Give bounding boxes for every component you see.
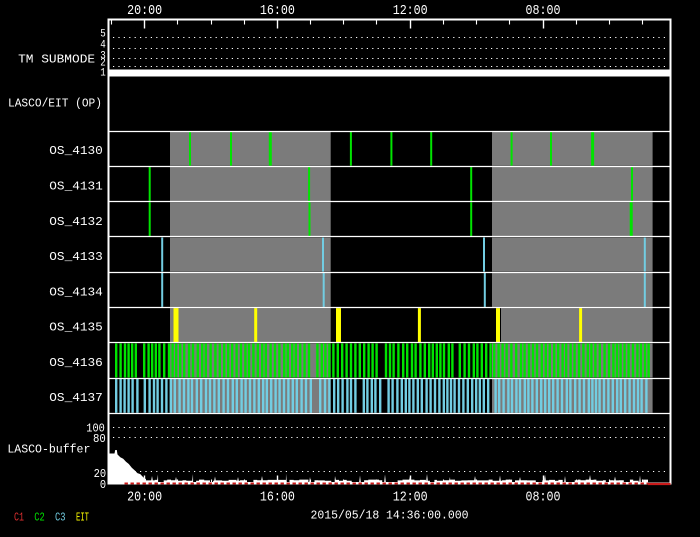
svg-text:20:00: 20:00 (127, 490, 162, 506)
svg-text:80: 80 (93, 433, 106, 446)
svg-text:3: 3 (100, 51, 106, 63)
svg-text:5: 5 (100, 28, 106, 40)
svg-text:OS_4135: OS_4135 (49, 321, 103, 335)
svg-text:OS_4137: OS_4137 (49, 391, 103, 405)
svg-text:2015/05/18 14:36:00.000: 2015/05/18 14:36:00.000 (311, 509, 469, 523)
svg-text:OS_4132: OS_4132 (49, 215, 103, 229)
svg-text:1: 1 (100, 68, 106, 80)
svg-text:OS_4134: OS_4134 (49, 285, 103, 299)
svg-text:100: 100 (86, 422, 105, 435)
svg-text:0: 0 (100, 479, 106, 492)
svg-text:C3: C3 (55, 511, 66, 525)
svg-text:OS_4131: OS_4131 (49, 179, 103, 193)
svg-text:08:00: 08:00 (526, 490, 561, 506)
svg-text:16:00: 16:00 (260, 490, 295, 506)
svg-text:20: 20 (94, 468, 107, 481)
svg-text:TM SUBMODE: TM SUBMODE (18, 52, 95, 66)
svg-text:2: 2 (100, 58, 106, 70)
svg-text:C2: C2 (34, 511, 45, 525)
svg-text:16:00: 16:00 (260, 3, 295, 19)
svg-text:OS_4133: OS_4133 (49, 250, 103, 264)
svg-text:08:00: 08:00 (526, 3, 561, 19)
svg-text:C1: C1 (14, 511, 24, 525)
svg-text:20:00: 20:00 (127, 3, 162, 19)
svg-text:LASCO/EIT (OP): LASCO/EIT (OP) (8, 97, 102, 111)
svg-text:OS_4136: OS_4136 (49, 356, 103, 370)
svg-text:12:00: 12:00 (393, 3, 428, 19)
svg-text:4: 4 (100, 40, 106, 52)
svg-text:LASCO-buffer: LASCO-buffer (7, 443, 90, 457)
svg-text:OS_4130: OS_4130 (49, 144, 103, 158)
svg-text:12:00: 12:00 (393, 490, 428, 506)
svg-text:EIT: EIT (76, 511, 89, 525)
